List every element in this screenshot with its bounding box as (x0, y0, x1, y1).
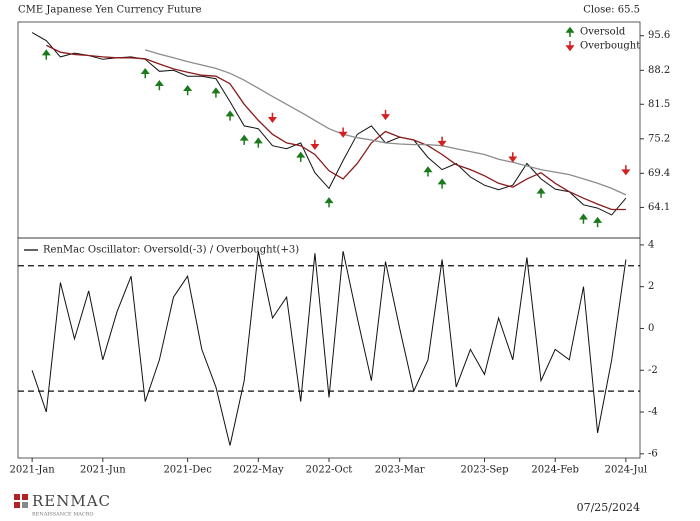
legend-label: RenMac Oscillator: Oversold(-3) / Overbo… (43, 245, 299, 256)
y-tick-label: -2 (648, 365, 658, 376)
annotation-arrow (381, 109, 391, 121)
y-tick-label: 4 (648, 239, 654, 250)
annotation-arrow (239, 134, 249, 145)
x-tick-label: 2021-Jun (80, 465, 126, 476)
legend-arrow (565, 41, 575, 52)
annotation-arrow (437, 136, 447, 147)
chart-title: CME Japanese Yen Currency Future (18, 5, 202, 16)
annotation-arrow (508, 152, 518, 163)
legend-label: Oversold (580, 27, 626, 38)
y-tick-label: 88.2 (648, 65, 670, 76)
annotation-arrow (593, 216, 603, 228)
annotation-arrow (578, 213, 588, 224)
oscillator-panel (17, 237, 641, 459)
annotation-arrow (140, 68, 150, 79)
x-tick-label: 2021-Jan (10, 465, 56, 476)
x-tick-label: 2021-Dec (163, 465, 212, 476)
series-line (31, 32, 627, 216)
annotation-arrow (536, 187, 546, 198)
logo: RENMAC RENAISSANCE MACRO (14, 492, 111, 518)
y-tick-label: 75.2 (648, 133, 670, 144)
annotation-arrow (267, 112, 277, 123)
series-line (31, 251, 627, 446)
annotation-arrow (296, 151, 306, 162)
x-tick-label: 2023-Sep (461, 465, 509, 476)
x-tick-label: 2024-Jul (605, 465, 647, 476)
annotation-arrow (225, 110, 235, 121)
close-label: Close: 65.5 (583, 5, 640, 16)
annotation-arrow (154, 80, 164, 91)
y-tick-label: 69.4 (648, 168, 670, 179)
x-tick-label: 2022-May (233, 465, 284, 476)
x-tick-label: 2022-Oct (306, 465, 353, 476)
annotation-arrow (253, 137, 263, 148)
annotation-arrow (621, 165, 631, 176)
annotation-arrow (183, 84, 193, 96)
y-tick-label: -6 (648, 448, 658, 459)
logo-text: RENMAC (32, 492, 111, 510)
annotation-arrow (41, 49, 51, 60)
annotation-arrow (324, 197, 334, 208)
y-tick-label: 64.1 (648, 202, 670, 213)
date: 07/25/2024 (577, 501, 640, 514)
series-line (46, 44, 626, 211)
x-tick-label: 2024-Feb (531, 465, 579, 476)
annotation-arrow (437, 178, 447, 189)
y-tick-label: 0 (648, 323, 654, 334)
logo-icon (14, 494, 20, 500)
annotation-arrow (338, 127, 348, 138)
annotation-arrow (423, 166, 433, 177)
y-tick-label: 2 (648, 281, 654, 292)
logo-icon (22, 494, 28, 500)
logo-icon (14, 502, 20, 508)
annotation-arrow (211, 87, 221, 98)
legend-label: Overbought (580, 41, 640, 52)
logo-icon (22, 502, 28, 508)
y-tick-label: 95.6 (648, 30, 670, 41)
y-tick-label: 81.5 (648, 99, 670, 110)
y-tick-label: -4 (648, 407, 658, 418)
x-tick-label: 2023-Mar (375, 465, 425, 476)
series-line (145, 49, 627, 196)
logo-sub: RENAISSANCE MACRO (32, 512, 94, 518)
legend-arrow (565, 26, 575, 37)
annotation-arrow (310, 139, 320, 150)
